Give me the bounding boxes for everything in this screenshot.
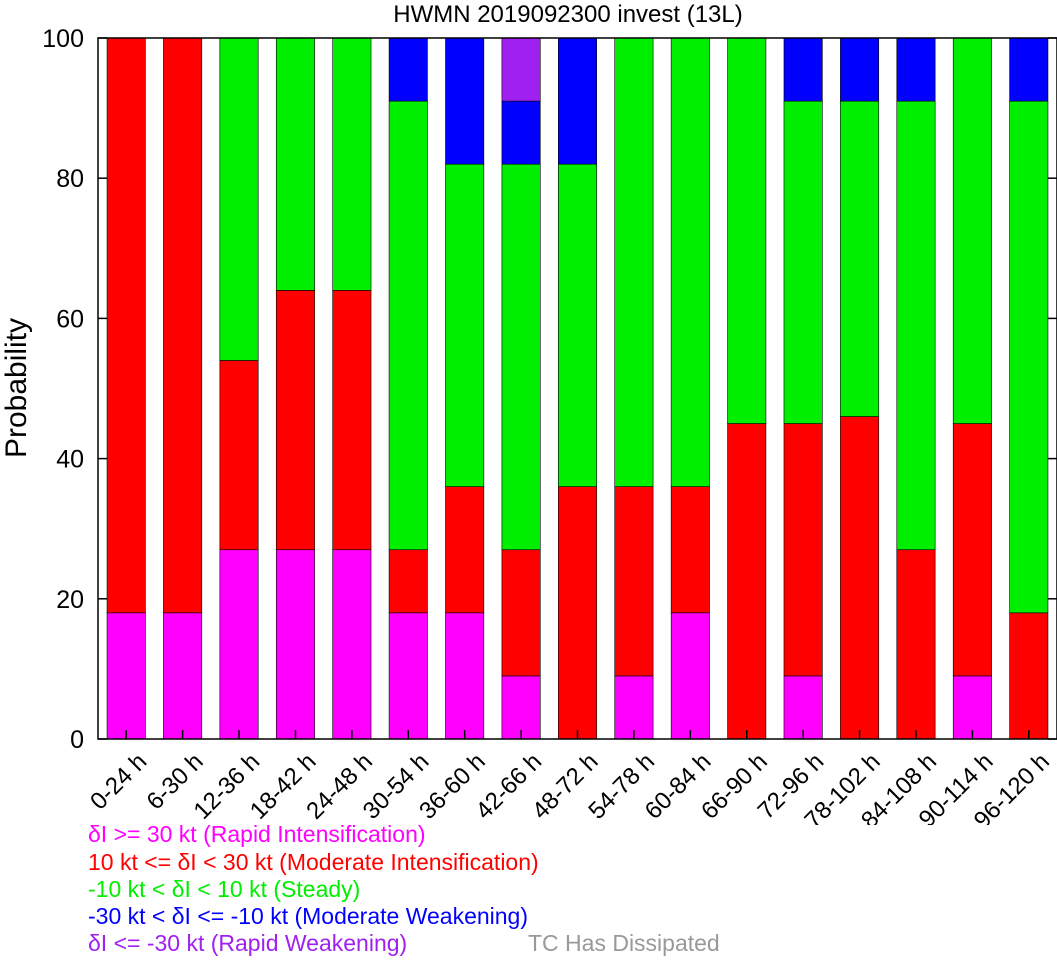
bar-segment-48-72h-series3 [558,37,597,165]
bar-segment-54-78h-series1 [614,486,654,677]
legend-steady: -10 kt < δI < 10 kt (Steady) [88,876,361,902]
bar-segment-90-114h-series2 [952,37,992,424]
bar-segment-78-102h-series1 [840,416,880,740]
bar-segment-90-114h-series1 [952,423,992,677]
bar-segment-30-54h-series3 [388,37,428,102]
bar-segment-54-78h-series0 [614,675,654,740]
bar-segment-24-48h-series0 [332,549,372,740]
bar-segment-42-66h-series4 [501,37,541,102]
bar-segment-84-108h-series2 [896,100,936,551]
chart-title: HWMN 2019092300 invest (13L) [393,1,743,28]
bars-group [106,37,1049,740]
y-ticks-group: 0 20 40 60 80 100 [42,25,1057,754]
bar-segment-42-66h-series1 [501,549,541,677]
bar-segment-54-78h-series2 [614,37,654,487]
bar-segment-72-96h-series2 [783,100,823,424]
bar-segment-36-60h-series1 [445,486,485,614]
bar-segment-96-120h-series1 [1009,612,1049,740]
bar-segment-84-108h-series1 [896,549,936,740]
bar-segment-60-84h-series2 [670,37,710,487]
legend-rapid-weakening: δI <= -30 kt (Rapid Weakening) [88,930,408,956]
bar-segment-12-36h-series1 [219,360,259,551]
legend-rapid-intensification: δI >= 30 kt (Rapid Intensification) [88,821,426,847]
x-tick-label-0-24h: 0-24 h [85,748,152,815]
bar-segment-36-60h-series3 [445,37,485,165]
bar-segment-78-102h-series3 [840,37,880,102]
bar-segment-60-84h-series1 [670,486,710,614]
y-tick-label-40: 40 [56,446,84,474]
bar-segment-6-30h-series0 [163,612,203,740]
bar-segment-66-90h-series2 [727,37,767,424]
bar-segment-30-54h-series2 [388,100,428,551]
bar-segment-24-48h-series1 [332,290,372,551]
bar-segment-72-96h-series3 [783,37,823,102]
bar-segment-18-42h-series2 [275,37,315,291]
bar-segment-24-48h-series2 [332,37,372,291]
bar-segment-36-60h-series2 [445,163,485,487]
y-tick-label-0: 0 [70,726,84,754]
bar-segment-6-30h-series1 [163,37,203,614]
bar-segment-0-24h-series1 [106,37,146,614]
bar-segment-18-42h-series1 [275,290,315,551]
legend-moderate-intensification: 10 kt <= δI < 30 kt (Moderate Intensific… [88,849,539,875]
bar-segment-60-84h-series0 [670,612,710,740]
bar-segment-48-72h-series1 [558,486,597,740]
bar-segment-90-114h-series0 [952,675,992,740]
bar-segment-48-72h-series2 [558,163,597,487]
bar-segment-78-102h-series2 [840,100,880,417]
bar-segment-84-108h-series3 [896,37,936,102]
y-axis-label: Probability [0,318,33,458]
legend-tc-dissipated: TC Has Dissipated [528,930,720,956]
y-tick-label-100: 100 [42,25,84,53]
bar-segment-66-90h-series1 [727,423,767,740]
stacked-bar-chart: HWMN 2019092300 invest (13L) Probability… [0,1,1057,825]
bar-segment-0-24h-series0 [106,612,146,740]
bar-segment-30-54h-series0 [388,612,428,740]
bar-segment-18-42h-series0 [275,549,315,740]
bar-segment-72-96h-series1 [783,423,823,677]
legend-moderate-weakening: -30 kt < δI <= -10 kt (Moderate Weakenin… [88,903,529,929]
bar-segment-12-36h-series2 [219,37,259,361]
bar-segment-72-96h-series0 [783,675,823,740]
bar-segment-42-66h-series0 [501,675,541,740]
bar-segment-12-36h-series0 [219,549,259,740]
bar-segment-42-66h-series3 [501,100,541,165]
bar-segment-96-120h-series3 [1009,37,1049,102]
bar-segment-36-60h-series0 [445,612,485,740]
bar-segment-30-54h-series1 [388,549,428,614]
bar-segment-96-120h-series2 [1009,100,1049,614]
y-tick-label-80: 80 [56,165,84,193]
y-tick-label-60: 60 [56,305,84,333]
x-ticks-group: 0-24 h6-30 h12-36 h18-42 h24-48 h30-54 h… [85,730,1055,825]
bar-segment-42-66h-series2 [501,163,541,551]
y-tick-label-20: 20 [56,586,84,614]
